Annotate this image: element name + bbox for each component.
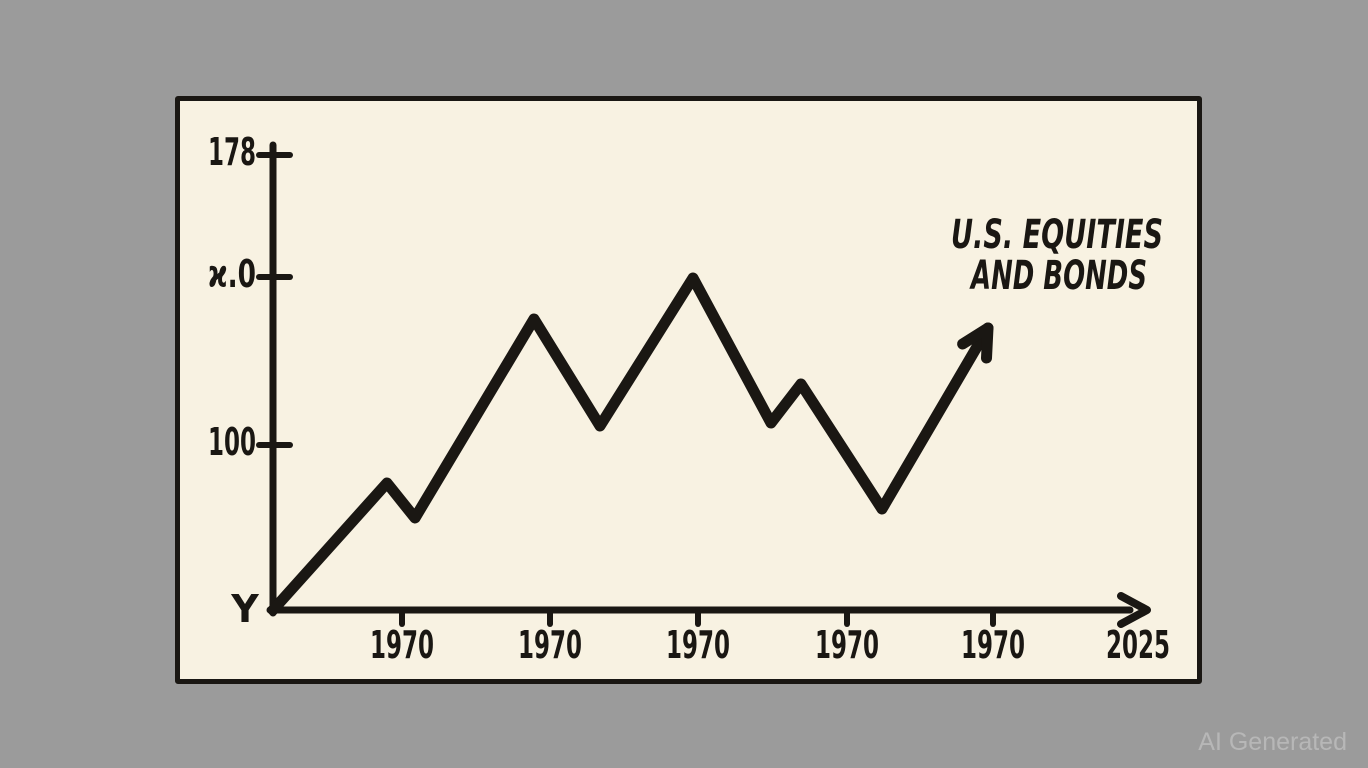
trend-line-arrowhead-icon	[957, 322, 994, 364]
chart-card: 178 ϰ.0 100 1970 1970 1970 1970 1970 2025 Y U.S…	[175, 96, 1202, 684]
chart-title-line-1: U.S. EQUITIES	[951, 212, 1163, 258]
x-axis-ticks: 1970 1970 1970 1970 1970 2025	[370, 607, 1170, 667]
x-tick-label: 1970	[666, 623, 730, 667]
x-tick-label: 1970	[518, 623, 582, 667]
origin-label: Y	[230, 587, 259, 631]
y-tick-label: 100	[208, 420, 256, 464]
x-tick-label: 1970	[815, 623, 879, 667]
x-tick-label: 1970	[961, 623, 1025, 667]
ai-generated-watermark: AI Generated	[1198, 728, 1347, 756]
y-axis-ticks: 178 ϰ.0 100	[208, 130, 293, 464]
chart-title-line-2: AND BONDS	[969, 253, 1147, 299]
chart-canvas: 178 ϰ.0 100 1970 1970 1970 1970 1970 2025 Y U.S…	[208, 130, 1170, 667]
x-tick-label: 1970	[370, 623, 434, 667]
trend-line	[267, 272, 994, 616]
y-tick-label: 178	[208, 130, 256, 174]
x-axis-arrowhead-icon	[1117, 592, 1151, 628]
y-tick-label: ϰ.0	[208, 252, 256, 296]
x-tick-label: 2025	[1106, 623, 1170, 667]
